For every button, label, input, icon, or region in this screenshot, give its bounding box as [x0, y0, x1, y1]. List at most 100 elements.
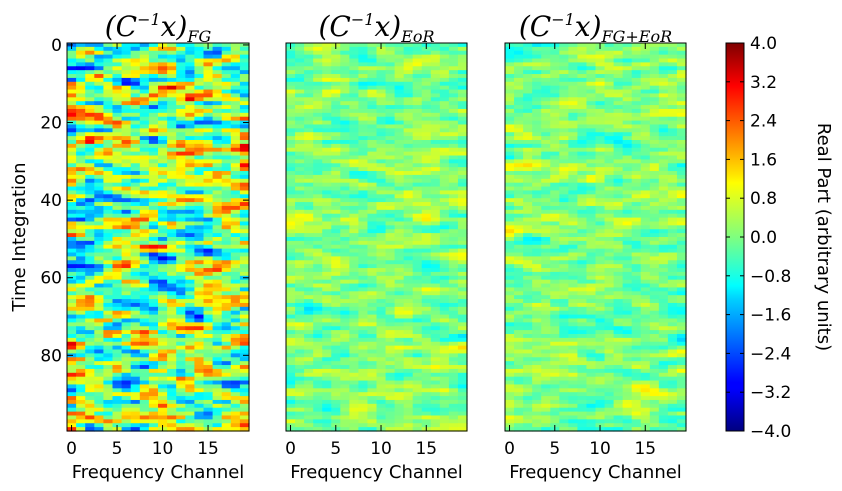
- heatmap-cell: [403, 361, 414, 366]
- heatmap-cell: [295, 155, 305, 160]
- heatmap-cell: [76, 136, 86, 141]
- heatmap-cell: [203, 205, 214, 211]
- heatmap-cell: [67, 225, 77, 230]
- heatmap-cell: [185, 326, 195, 331]
- heatmap-cell: [358, 190, 369, 195]
- heatmap-cell: [640, 77, 651, 83]
- heatmap-cell: [130, 112, 141, 118]
- heatmap-cell: [376, 93, 387, 98]
- heatmap-cell: [649, 97, 660, 102]
- heatmap-cell: [194, 302, 205, 308]
- heatmap-cell: [586, 77, 597, 83]
- heatmap-cell: [76, 392, 86, 397]
- heatmap-cell: [194, 252, 205, 257]
- heatmap-cell: [457, 66, 468, 71]
- heatmap-cell: [658, 120, 669, 126]
- heatmap-cell: [167, 178, 177, 184]
- heatmap-cell: [313, 302, 323, 308]
- heatmap-cell: [394, 151, 405, 157]
- heatmap-cell: [286, 128, 296, 133]
- heatmap-cell: [176, 399, 186, 405]
- heatmap-cell: [203, 264, 214, 269]
- heatmap-cell: [85, 128, 95, 133]
- heatmap-cell: [439, 132, 450, 137]
- heatmap-cell: [622, 74, 633, 79]
- heatmap-cell: [649, 143, 660, 149]
- heatmap-cell: [167, 330, 177, 335]
- heatmap-cell: [230, 209, 241, 215]
- heatmap-cell: [304, 136, 314, 141]
- heatmap-cell: [230, 295, 241, 300]
- heatmap-cell: [349, 380, 359, 386]
- heatmap-cell: [457, 396, 468, 401]
- heatmap-cell: [595, 70, 606, 75]
- heatmap-cell: [349, 225, 359, 230]
- heatmap-cell: [550, 112, 560, 118]
- heatmap-cell: [412, 43, 423, 48]
- heatmap-cell: [85, 341, 95, 347]
- heatmap-cell: [313, 54, 323, 60]
- heatmap-cell: [676, 124, 687, 129]
- heatmap-cell: [658, 178, 669, 184]
- heatmap-cell: [139, 171, 150, 176]
- heatmap-cell: [349, 151, 359, 157]
- heatmap-cell: [550, 155, 560, 160]
- heatmap-cell: [394, 198, 405, 203]
- heatmap-cell: [286, 279, 296, 285]
- heatmap-cell: [421, 147, 432, 153]
- heatmap-cell: [76, 233, 86, 238]
- heatmap-cell: [331, 388, 341, 393]
- heatmap-cell: [94, 361, 104, 366]
- heatmap-cell: [403, 427, 414, 432]
- panel-title: (C−1x)FG: [105, 10, 212, 46]
- heatmap-cell: [595, 217, 606, 223]
- heatmap-cell: [394, 310, 405, 316]
- heatmap-cell: [167, 326, 177, 331]
- heatmap-cell: [532, 190, 542, 195]
- heatmap-cell: [185, 415, 195, 420]
- heatmap-cell: [376, 46, 387, 52]
- heatmap-cell: [176, 58, 186, 63]
- heatmap-cell: [130, 147, 141, 153]
- heatmap-cell: [421, 171, 432, 176]
- heatmap-cell: [430, 171, 441, 176]
- heatmap-cell: [523, 89, 533, 95]
- heatmap-cell: [421, 116, 432, 122]
- heatmap-cell: [221, 62, 232, 67]
- heatmap-cell: [103, 229, 114, 234]
- heatmap-cell: [130, 399, 141, 405]
- heatmap-cell: [376, 50, 387, 56]
- heatmap-cell: [230, 46, 241, 52]
- heatmap-cell: [139, 337, 150, 343]
- heatmap-cell: [394, 380, 405, 386]
- heatmap-cell: [239, 46, 250, 52]
- heatmap-cell: [577, 194, 588, 199]
- heatmap-cell: [349, 341, 359, 347]
- heatmap-cell: [194, 396, 205, 401]
- heatmap-cell: [577, 186, 588, 192]
- heatmap-cell: [550, 77, 560, 83]
- heatmap-cell: [85, 97, 95, 102]
- heatmap-cell: [130, 209, 141, 215]
- heatmap-cell: [185, 140, 195, 145]
- heatmap-cell: [448, 136, 459, 141]
- heatmap-cell: [532, 159, 542, 164]
- heatmap-cell: [532, 143, 542, 149]
- heatmap-cell: [130, 384, 141, 389]
- heatmap-cell: [613, 120, 624, 126]
- heatmap-cell: [514, 105, 524, 110]
- heatmap-cell: [667, 128, 678, 133]
- heatmap-cell: [67, 318, 77, 323]
- heatmap-cell: [148, 299, 159, 304]
- heatmap-cell: [194, 314, 205, 320]
- heatmap-cell: [439, 345, 450, 351]
- heatmap-cell: [322, 376, 332, 382]
- heatmap-cell: [103, 427, 114, 432]
- heatmap-cell: [376, 306, 387, 312]
- heatmap-cell: [376, 283, 387, 289]
- heatmap-cell: [505, 120, 515, 126]
- heatmap-cell: [322, 357, 332, 362]
- heatmap-cell: [403, 143, 414, 149]
- heatmap-cell: [676, 143, 687, 149]
- heatmap-cell: [295, 229, 305, 234]
